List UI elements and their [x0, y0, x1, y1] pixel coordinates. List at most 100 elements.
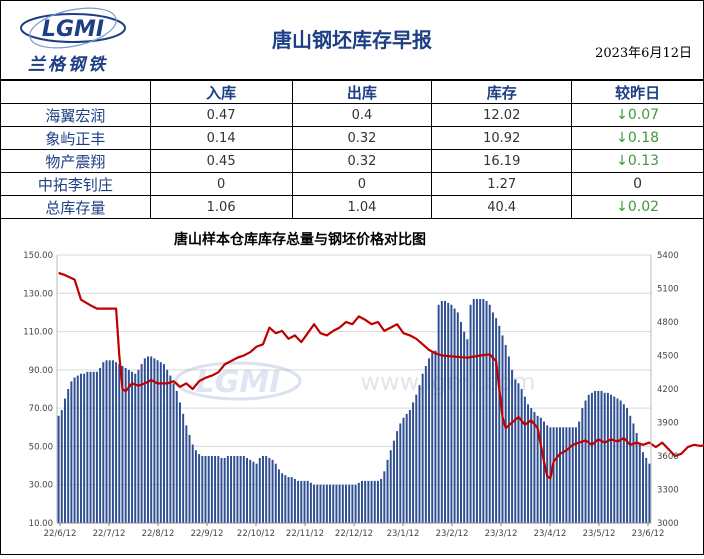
inventory-bar [645, 457, 648, 523]
inventory-bar [329, 484, 332, 523]
y-right-tick-label: 4200 [657, 385, 679, 395]
y-left-tick-label: 90.00 [29, 366, 53, 376]
warehouse-name: 中拓李钊庄 [0, 172, 151, 196]
inventory-bar [306, 480, 309, 523]
stock-value: 12.02 [431, 103, 573, 127]
inventory-bar [392, 440, 395, 523]
inventory-bar [70, 381, 73, 523]
y-left-tick-label: 30.00 [29, 481, 53, 491]
x-tick-label: 23/1/12 [387, 529, 420, 539]
inventory-bar [169, 375, 172, 523]
inventory-bar [277, 469, 280, 523]
inventory-price-chart: 唐山样本仓库库存总量与钢坯价格对比图 LGMI www.lgmi.com 10.… [0, 218, 704, 555]
inventory-bar [444, 300, 447, 523]
y-left-tick-label: 10.00 [29, 519, 53, 529]
inventory-bar [533, 411, 536, 523]
inventory-bar [249, 459, 252, 523]
x-tick-label: 23/3/12 [485, 529, 518, 539]
y-left-tick-label: 50.00 [29, 442, 53, 452]
inventory-bar [511, 369, 514, 523]
col-header-stock: 库存 [431, 80, 573, 104]
col-header-in: 入库 [149, 80, 293, 104]
change-value: ↓0.18 [571, 126, 704, 150]
x-tick-label: 22/9/12 [191, 529, 224, 539]
inventory-bar [121, 366, 124, 523]
inventory-bar [115, 362, 118, 523]
chart-svg: 唐山样本仓库库存总量与钢坯价格对比图 LGMI www.lgmi.com 10.… [23, 231, 704, 539]
inventory-bar [590, 392, 593, 523]
logo-mark: LGMI [42, 17, 104, 42]
inventory-bar [207, 456, 210, 523]
inventory-bar [530, 408, 533, 523]
inventory-bar [616, 398, 619, 523]
inventory-bar [456, 312, 459, 523]
inventory-bar [175, 390, 178, 523]
inventory-bar [99, 367, 102, 523]
inventory-bar [354, 484, 357, 523]
stock-value: 16.19 [431, 149, 573, 173]
x-tick-label: 23/5/12 [583, 529, 616, 539]
inventory-bar [265, 456, 268, 523]
inventory-bar [626, 408, 629, 523]
inventory-bar [233, 456, 236, 523]
inventory-bar [408, 410, 411, 523]
inventory-bar [137, 369, 140, 523]
inventory-bar [156, 360, 159, 523]
inventory-bar [574, 427, 577, 523]
inventory-bar [201, 456, 204, 523]
inventory-bar [341, 484, 344, 523]
inventory-bar [57, 415, 60, 523]
inventory-bar [383, 471, 386, 523]
inventory-bar [610, 394, 613, 523]
inventory-bar [488, 304, 491, 523]
inventory-bar [351, 484, 354, 523]
y-right-tick-label: 3900 [657, 419, 679, 429]
inventory-bar [520, 389, 523, 523]
inventory-bar [102, 362, 105, 523]
inventory-bar [162, 364, 165, 523]
inventory-bar [316, 484, 319, 523]
inventory-bar [562, 427, 565, 523]
inventory-bar [581, 408, 584, 523]
inventory-bar [319, 484, 322, 523]
inventory-bar [415, 394, 418, 523]
x-tick-label: 22/11/12 [286, 529, 324, 539]
x-tick-label: 22/8/12 [142, 529, 175, 539]
inventory-bar [485, 300, 488, 523]
report-date: 2023年6月12日 [595, 46, 692, 61]
x-tick-label: 22/6/12 [44, 529, 77, 539]
inventory-bar [405, 413, 408, 523]
outbound-value: 0.32 [291, 149, 433, 173]
col-header-out: 出库 [291, 80, 433, 104]
inventory-bar [479, 299, 482, 523]
y-left-tick-label: 70.00 [29, 404, 53, 414]
y-left-tick-label: 150.00 [23, 251, 53, 261]
inventory-bar [281, 473, 284, 523]
col-header-name [0, 80, 151, 104]
inventory-bar [185, 425, 188, 523]
inventory-bar [322, 484, 325, 523]
inventory-bar [619, 400, 622, 523]
inventory-bar [105, 360, 108, 523]
inventory-bar [584, 400, 587, 523]
inventory-bar [182, 413, 185, 523]
inventory-bar [92, 371, 95, 523]
table-header-row: 入库 出库 库存 较昨日 [0, 80, 704, 104]
inventory-bar [325, 484, 328, 523]
inventory-bar [603, 392, 606, 523]
inventory-bar [571, 427, 574, 523]
warehouse-name: 物产震翔 [0, 149, 151, 173]
inventory-bar [428, 358, 431, 523]
inventory-bar [412, 402, 415, 523]
change-value: ↓0.02 [571, 195, 704, 219]
inventory-bar [252, 461, 255, 523]
inventory-bar [642, 452, 645, 523]
inventory-bar [348, 484, 351, 523]
inventory-bar [514, 379, 517, 523]
inventory-bar [191, 444, 194, 523]
inventory-bar [638, 442, 641, 523]
inventory-bar [268, 457, 271, 523]
inventory-bar [386, 459, 389, 523]
stock-value: 1.27 [431, 172, 573, 196]
inventory-bar [594, 390, 597, 523]
